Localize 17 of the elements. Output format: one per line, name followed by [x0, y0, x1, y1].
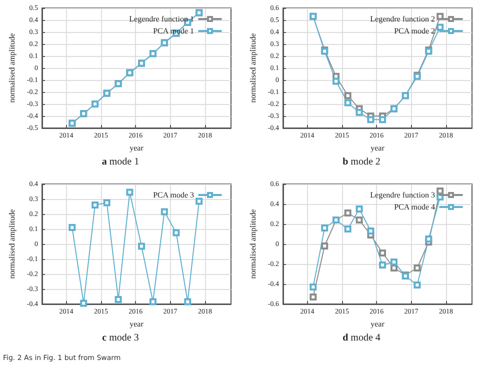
y-axis-title: normalised amplitude — [8, 32, 16, 103]
y-axis-title: normalised amplitude — [8, 208, 16, 279]
x-axis-title: year — [370, 143, 385, 152]
legend-label: Legendre function 2 — [370, 14, 435, 24]
legend-label: Legendre function 3 — [370, 190, 435, 200]
y-axis-title: normalised amplitude — [248, 32, 258, 103]
text: b mode 2 — [342, 156, 380, 168]
x-axis-title: year — [370, 319, 385, 328]
legend-label: PCA mode 3 — [153, 190, 194, 200]
text: c mode 3 — [102, 332, 139, 344]
x-axis-title: year — [130, 319, 144, 328]
legend-label: PCA mode 2 — [394, 26, 435, 36]
x-axis-title: year — [130, 143, 144, 152]
y-axis-title: normalised amplitude — [248, 208, 258, 279]
text: a mode 1 — [102, 156, 140, 168]
text: d mode 4 — [342, 332, 380, 344]
legend-label: PCA mode 4 — [394, 202, 435, 212]
